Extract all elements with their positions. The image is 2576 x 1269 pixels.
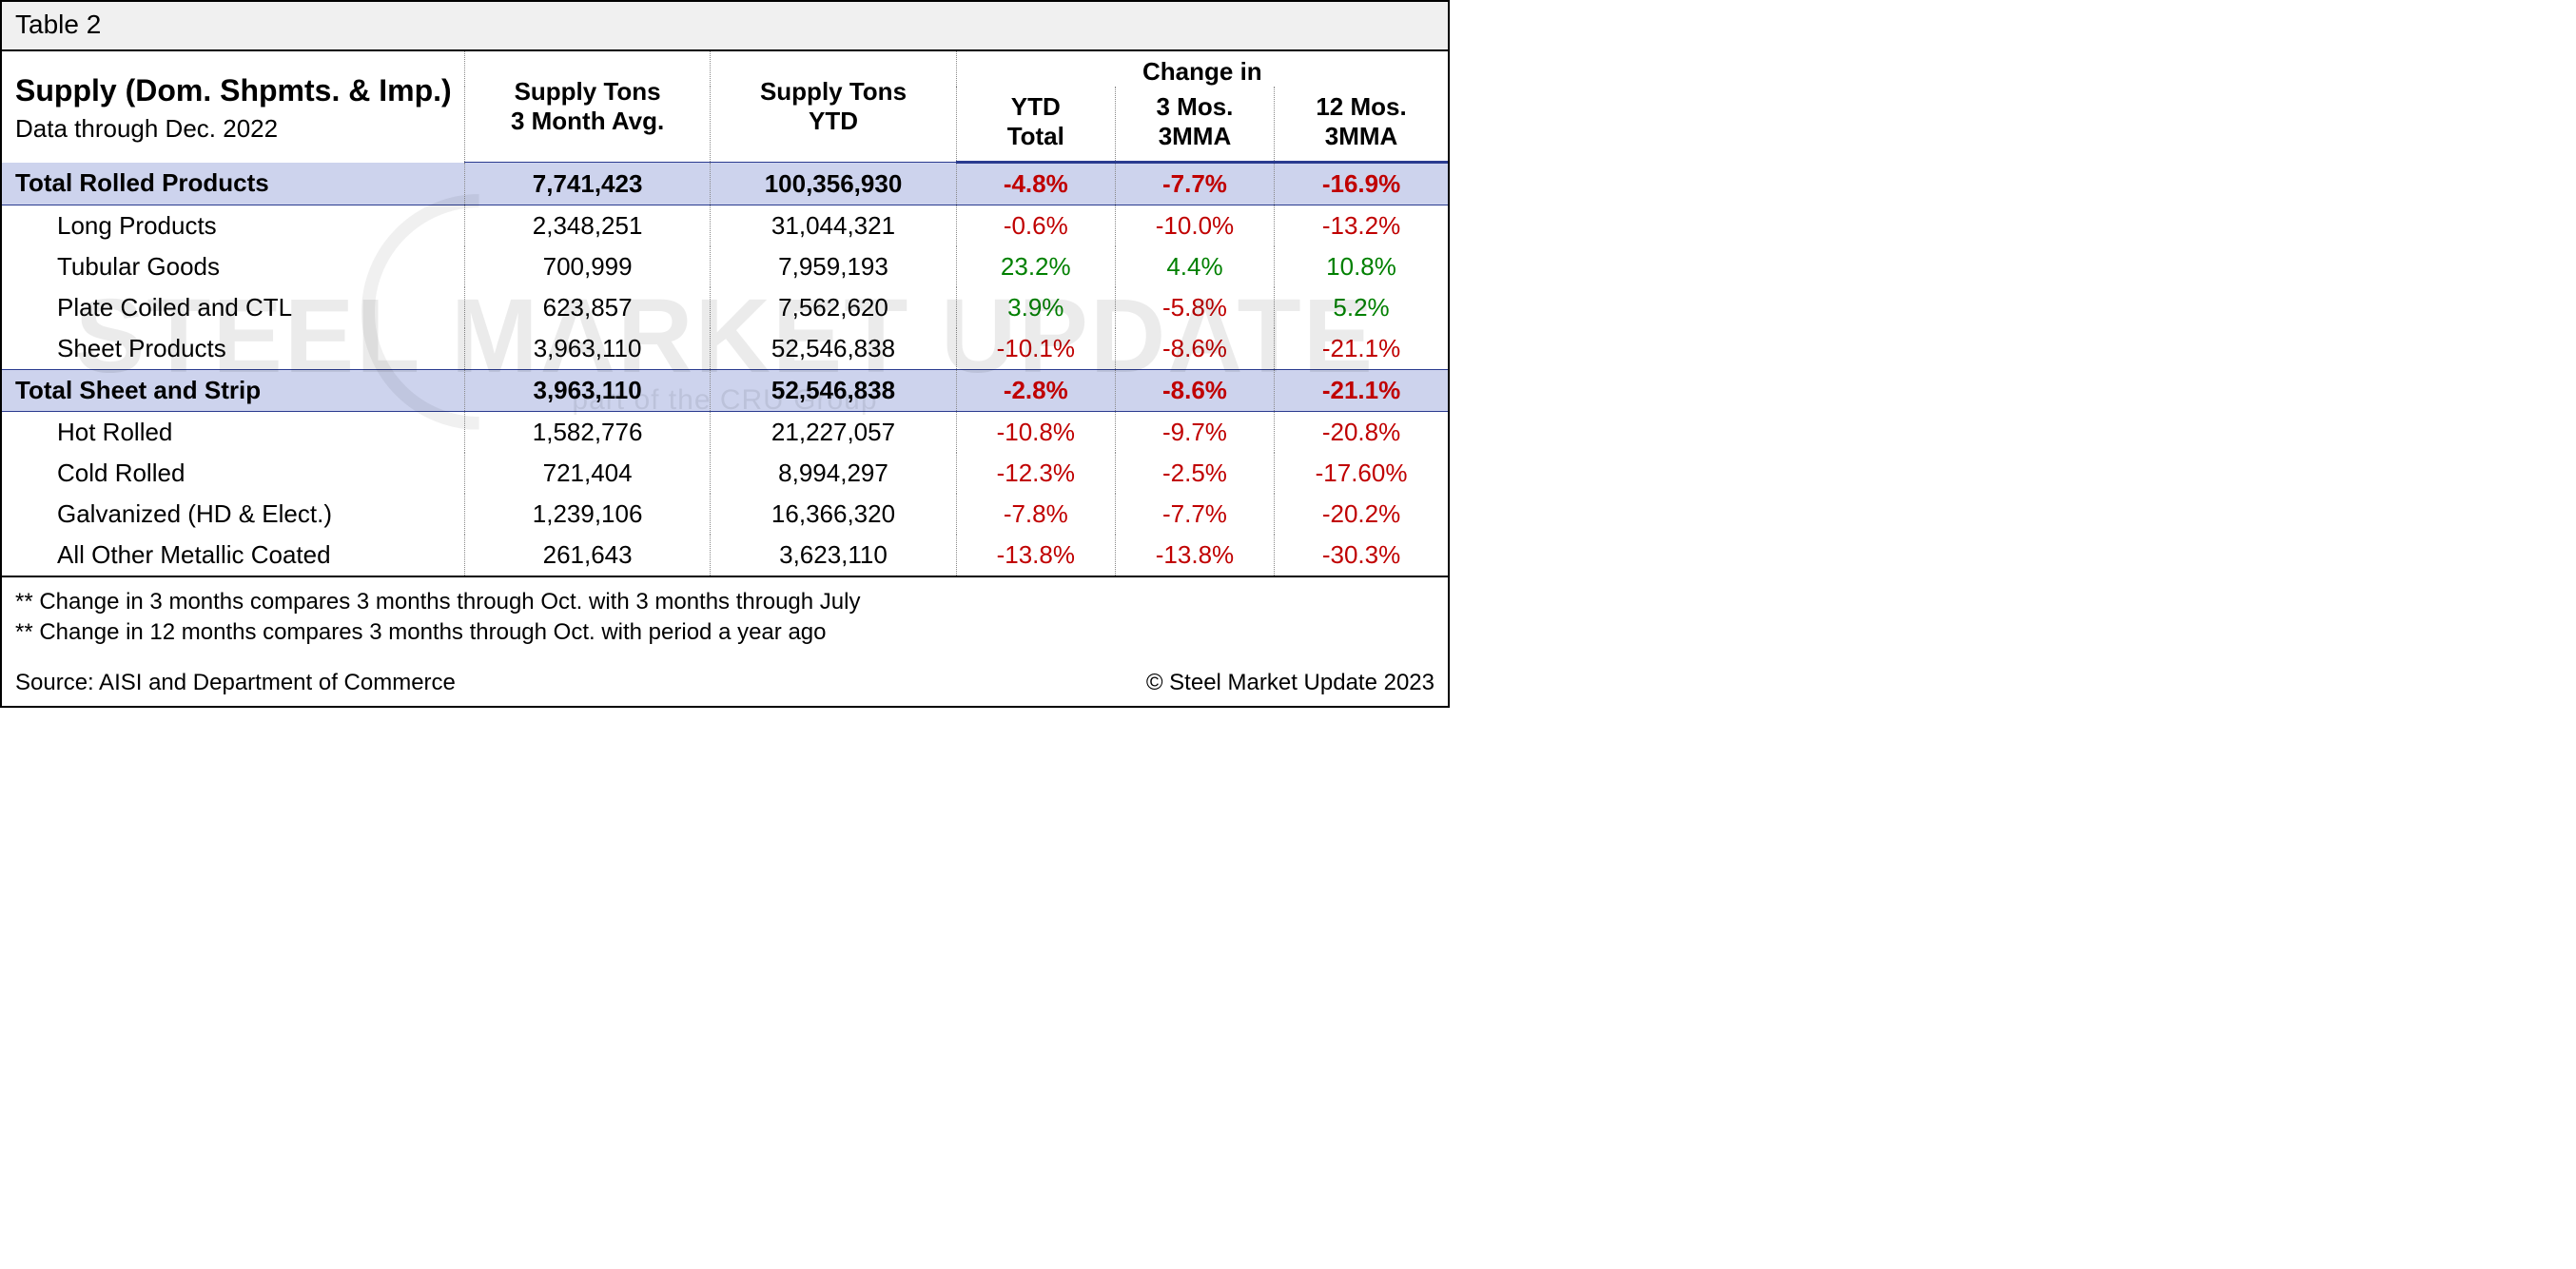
table-container: STEEL MARKET UPDATE part of the CRU Grou… (0, 0, 1450, 708)
table-row: Long Products2,348,25131,044,321-0.6%-10… (2, 205, 1448, 247)
cell-value: 4.4% (1115, 246, 1274, 287)
cell-value: -20.2% (1275, 494, 1448, 535)
cell-value: 21,227,057 (711, 412, 956, 454)
cell-value: 31,044,321 (711, 205, 956, 247)
row-label: Tubular Goods (2, 246, 464, 287)
table-row: Tubular Goods700,9997,959,19323.2%4.4%10… (2, 246, 1448, 287)
cell-value: -21.1% (1275, 328, 1448, 370)
cell-value: 3,963,110 (464, 370, 710, 412)
table-title-cell: Supply (Dom. Shpmts. & Imp.) Data throug… (2, 51, 464, 163)
row-label: Long Products (2, 205, 464, 247)
footnote-1: ** Change in 3 months compares 3 months … (15, 587, 1434, 617)
cell-value: 3,963,110 (464, 328, 710, 370)
table-row: Hot Rolled1,582,77621,227,057-10.8%-9.7%… (2, 412, 1448, 454)
cell-value: 16,366,320 (711, 494, 956, 535)
row-label: All Other Metallic Coated (2, 535, 464, 576)
cell-value: -7.7% (1115, 163, 1274, 205)
row-label: Plate Coiled and CTL (2, 287, 464, 328)
cell-value: -10.0% (1115, 205, 1274, 247)
cell-value: 1,239,106 (464, 494, 710, 535)
row-label: Sheet Products (2, 328, 464, 370)
table-row: Total Rolled Products7,741,423100,356,93… (2, 163, 1448, 205)
col-supply-ytd: Supply Tons YTD (711, 51, 956, 163)
cell-value: -4.8% (956, 163, 1115, 205)
cell-value: 2,348,251 (464, 205, 710, 247)
cell-value: 5.2% (1275, 287, 1448, 328)
cell-value: -13.2% (1275, 205, 1448, 247)
table-subtitle: Data through Dec. 2022 (15, 114, 455, 144)
row-label: Galvanized (HD & Elect.) (2, 494, 464, 535)
row-label: Cold Rolled (2, 453, 464, 494)
col-group-change: Change in (956, 51, 1448, 87)
cell-value: 721,404 (464, 453, 710, 494)
row-label: Hot Rolled (2, 412, 464, 454)
supply-table: Supply (Dom. Shpmts. & Imp.) Data throug… (2, 51, 1448, 576)
cell-value: 1,582,776 (464, 412, 710, 454)
table-row: Plate Coiled and CTL623,8577,562,6203.9%… (2, 287, 1448, 328)
cell-value: -13.8% (956, 535, 1115, 576)
table-row: Total Sheet and Strip3,963,11052,546,838… (2, 370, 1448, 412)
table-body: Total Rolled Products7,741,423100,356,93… (2, 163, 1448, 576)
cell-value: -2.8% (956, 370, 1115, 412)
cell-value: -5.8% (1115, 287, 1274, 328)
cell-value: -2.5% (1115, 453, 1274, 494)
col-supply-3mo: Supply Tons 3 Month Avg. (464, 51, 710, 163)
cell-value: -30.3% (1275, 535, 1448, 576)
cell-value: -21.1% (1275, 370, 1448, 412)
cell-value: 261,643 (464, 535, 710, 576)
cell-value: 100,356,930 (711, 163, 956, 205)
cell-value: 52,546,838 (711, 328, 956, 370)
row-label: Total Rolled Products (2, 163, 464, 205)
cell-value: 7,959,193 (711, 246, 956, 287)
table-row: Galvanized (HD & Elect.)1,239,10616,366,… (2, 494, 1448, 535)
table-row: Sheet Products3,963,11052,546,838-10.1%-… (2, 328, 1448, 370)
cell-value: -10.8% (956, 412, 1115, 454)
cell-value: 8,994,297 (711, 453, 956, 494)
cell-value: -17.60% (1275, 453, 1448, 494)
row-label: Total Sheet and Strip (2, 370, 464, 412)
col-12mo-3mma: 12 Mos. 3MMA (1275, 87, 1448, 163)
cell-value: 3,623,110 (711, 535, 956, 576)
cell-value: 52,546,838 (711, 370, 956, 412)
cell-value: 7,562,620 (711, 287, 956, 328)
col-3mo-3mma: 3 Mos. 3MMA (1115, 87, 1274, 163)
footnote-2: ** Change in 12 months compares 3 months… (15, 617, 1434, 648)
copyright-text: © Steel Market Update 2023 (1146, 670, 1434, 696)
cell-value: -10.1% (956, 328, 1115, 370)
footnotes: ** Change in 3 months compares 3 months … (2, 576, 1448, 653)
cell-value: -20.8% (1275, 412, 1448, 454)
cell-value: -7.7% (1115, 494, 1274, 535)
table-title: Supply (Dom. Shpmts. & Imp.) (15, 73, 452, 107)
cell-value: -9.7% (1115, 412, 1274, 454)
table-row: All Other Metallic Coated261,6433,623,11… (2, 535, 1448, 576)
source-row: Source: AISI and Department of Commerce … (2, 653, 1448, 706)
cell-value: 10.8% (1275, 246, 1448, 287)
cell-value: -7.8% (956, 494, 1115, 535)
table-caption: Table 2 (2, 2, 1448, 51)
cell-value: -8.6% (1115, 328, 1274, 370)
cell-value: -0.6% (956, 205, 1115, 247)
source-text: Source: AISI and Department of Commerce (15, 670, 456, 696)
cell-value: -13.8% (1115, 535, 1274, 576)
cell-value: 700,999 (464, 246, 710, 287)
cell-value: 23.2% (956, 246, 1115, 287)
col-ytd-total: YTD Total (956, 87, 1115, 163)
cell-value: -12.3% (956, 453, 1115, 494)
cell-value: 7,741,423 (464, 163, 710, 205)
cell-value: -8.6% (1115, 370, 1274, 412)
cell-value: 623,857 (464, 287, 710, 328)
table-row: Cold Rolled721,4048,994,297-12.3%-2.5%-1… (2, 453, 1448, 494)
cell-value: -16.9% (1275, 163, 1448, 205)
cell-value: 3.9% (956, 287, 1115, 328)
